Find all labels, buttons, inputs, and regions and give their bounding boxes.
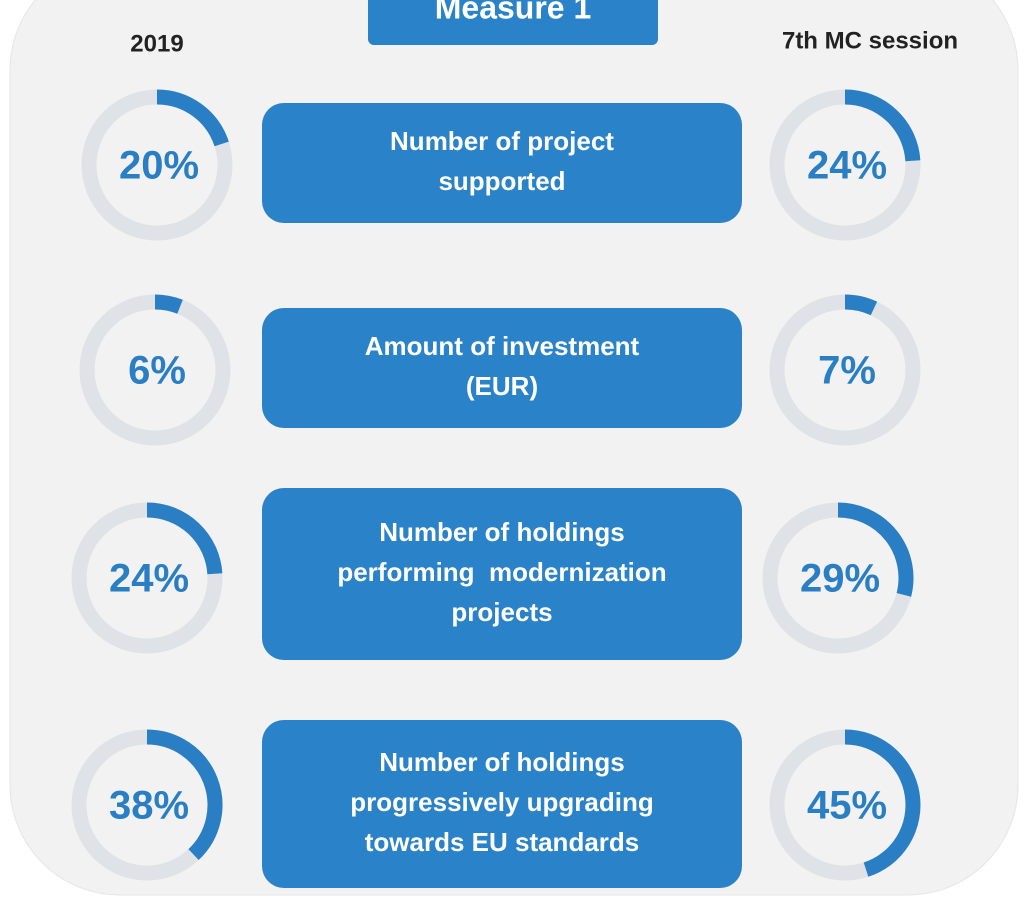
column-label: 2019	[130, 30, 183, 57]
value-label: 20%	[119, 144, 199, 188]
title: Measure 1	[435, 0, 592, 25]
donut-arc	[844, 89, 921, 162]
label-box	[262, 103, 742, 223]
row-label: Amount of investment	[365, 331, 640, 361]
row-label: projects	[451, 597, 552, 627]
donut-arc	[837, 502, 914, 597]
value-label: 6%	[128, 349, 186, 393]
row-label: towards EU standards	[365, 827, 640, 857]
donut-arc	[146, 729, 223, 861]
value-label: 24%	[807, 144, 887, 188]
donut-arc	[146, 502, 223, 575]
label-box	[262, 720, 742, 888]
row-label: Number of project	[390, 126, 614, 156]
label-box	[262, 308, 742, 428]
value-label: 45%	[807, 784, 887, 828]
value-label: 24%	[109, 557, 189, 601]
panel	[9, 0, 1019, 896]
row-label: progressively upgrading	[350, 787, 653, 817]
value-label: 29%	[800, 557, 880, 601]
donut-arc	[156, 89, 229, 147]
row-label: (EUR)	[466, 371, 538, 401]
column-label: 7th MC session	[782, 27, 958, 54]
row-label: performing modernization	[337, 557, 666, 587]
label-box	[262, 488, 742, 660]
row-label: Number of holdings	[379, 517, 625, 547]
donut-arc	[844, 294, 878, 316]
donut-arc	[844, 729, 921, 877]
value-label: 38%	[109, 784, 189, 828]
row-label: Number of holdings	[379, 747, 625, 777]
donut-arc	[154, 294, 183, 314]
row-label: supported	[438, 166, 565, 196]
value-label: 7%	[818, 349, 876, 393]
title-box	[368, 0, 658, 45]
